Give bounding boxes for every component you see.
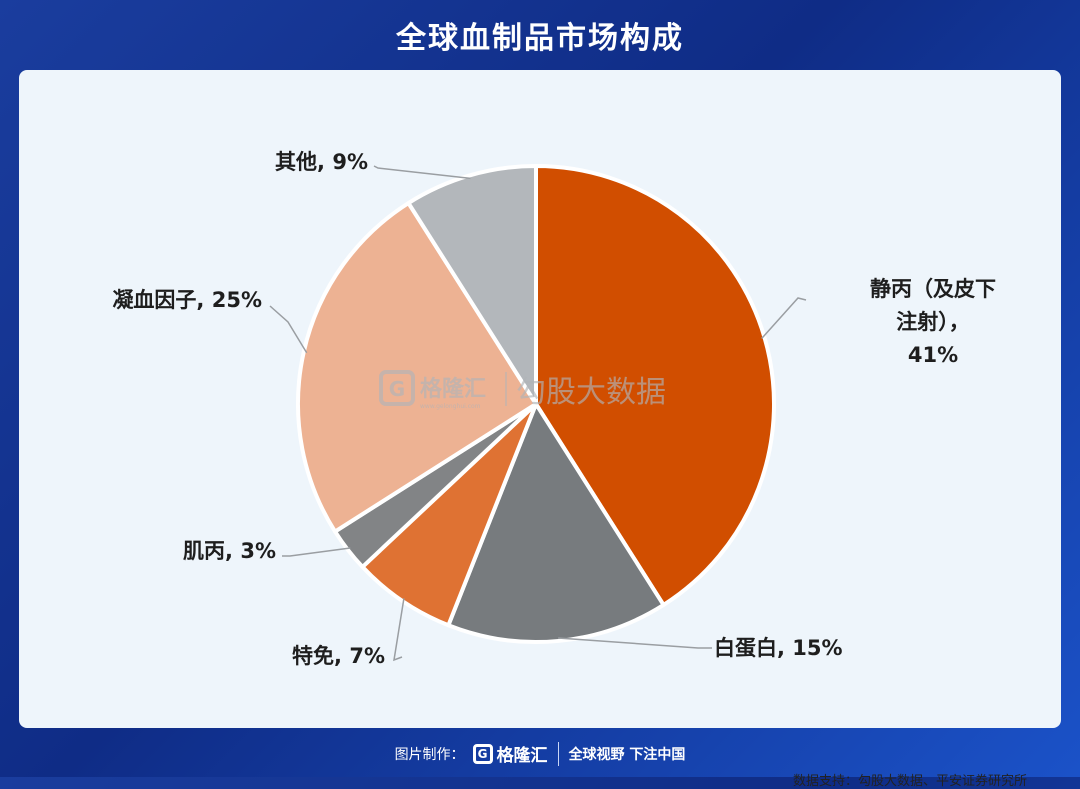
page-title: 全球血制品市场构成 [396, 21, 684, 56]
watermark-url: www.gelonghui.com [420, 403, 481, 410]
footer: 图片制作： G 格隆汇 全球视野 下注中国 [0, 730, 1080, 777]
watermark: G 格隆汇 www.gelonghui.com 勾股大数据 [379, 370, 666, 410]
leader-line-6 [373, 165, 471, 180]
footer-slogan: 全球视野 下注中国 [568, 746, 686, 763]
pie-slice-5 [296, 201, 538, 534]
slice-label-6: 其他, 9% [275, 150, 368, 174]
footer-divider [557, 741, 559, 766]
gelonghui-logo-icon: G [472, 743, 493, 764]
leader-lines [269, 165, 807, 662]
slice-label-1: 静丙（及皮下注射）， 41% [870, 277, 996, 367]
slice-label-5: 凝血因子, 25% [112, 288, 262, 312]
pie-slices [296, 164, 776, 644]
watermark-logo-icon [379, 370, 415, 406]
footer-made-by: 图片制作： [394, 746, 465, 763]
leader-line-1 [761, 297, 807, 339]
slice-labels: 静丙（及皮下注射）， 41% 白蛋白, 15% 特免, 7% 肌丙, 3% 凝血因子, 2… [112, 150, 996, 668]
watermark-brand: 格隆汇 [420, 376, 486, 402]
footer-brand: 格隆汇 [496, 746, 548, 766]
pie-slice-3 [360, 402, 538, 628]
leader-line-3 [393, 598, 405, 662]
watermark-logo-letter: G [389, 377, 405, 401]
slice-label-3: 特免, 7% [292, 644, 385, 668]
slice-label-4: 肌丙, 3% [183, 539, 276, 563]
footer-logo: G 格隆汇 [472, 741, 548, 766]
watermark-text: 勾股大数据 [516, 375, 666, 410]
leader-line-4 [282, 547, 351, 557]
pie-slice-2 [446, 402, 666, 644]
leader-line-2 [558, 637, 712, 649]
slice-label-2: 白蛋白, 15% [714, 636, 843, 660]
pie-slice-6 [406, 164, 538, 406]
leader-line-5 [269, 305, 308, 354]
